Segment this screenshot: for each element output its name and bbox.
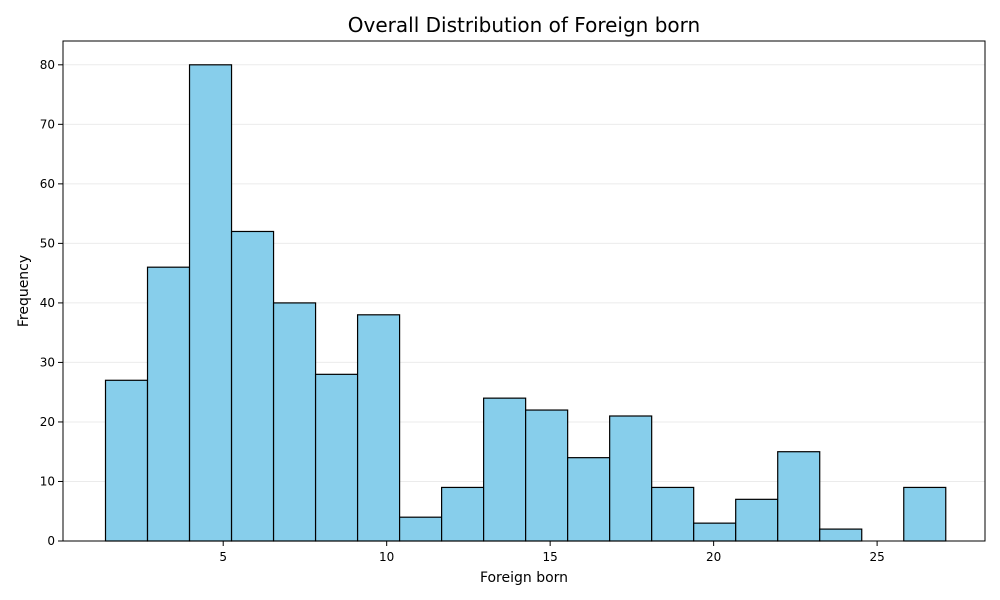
y-tick-label: 10 [40,474,55,488]
x-tick-label: 10 [379,550,394,564]
y-tick-label: 20 [40,415,55,429]
histogram-bar [272,302,317,542]
histogram-bar [356,314,401,542]
histogram-bar [651,486,695,542]
y-tick-label: 50 [40,236,55,250]
y-axis-label: Frequency [16,255,32,327]
histogram-bar [609,415,653,542]
y-tick-label: 0 [47,534,55,548]
histogram-bar [567,457,611,542]
histogram-bar [735,498,779,542]
y-tick-label: 40 [40,296,55,310]
histogram-bar [188,64,233,542]
histogram-bar [441,486,485,542]
histogram-bar [903,486,947,542]
x-tick-label: 20 [706,550,721,564]
y-tick-label: 80 [40,58,55,72]
histogram-bar [777,451,821,542]
y-axis-ticks: 0 10 20 30 40 50 60 70 80 [40,58,63,548]
chart-title: Overall Distribution of Foreign born [348,13,700,37]
x-tick-label: 15 [543,550,558,564]
histogram-bar [398,516,443,542]
bars [104,64,947,542]
y-tick-label: 70 [40,117,55,131]
histogram-bar [230,230,275,542]
x-axis-ticks: 5 10 15 20 25 [219,541,885,564]
y-tick-label: 60 [40,177,55,191]
x-tick-label: 5 [219,550,227,564]
x-axis-label: Foreign born [480,570,568,586]
plot-frame [62,40,986,542]
y-tick-label: 30 [40,355,55,369]
histogram-bar [693,522,737,542]
histogram-bar [819,528,863,542]
histogram-bar [314,373,359,542]
histogram-bar [483,397,527,542]
histogram-bar [525,409,569,542]
histogram-bar [104,379,149,542]
x-tick-label: 25 [869,550,884,564]
histogram-bar [146,266,191,542]
